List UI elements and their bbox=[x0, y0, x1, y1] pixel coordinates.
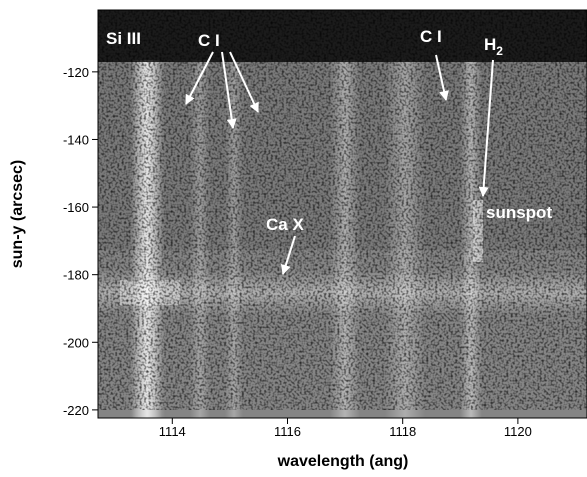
y-tick-label: -220 bbox=[63, 403, 89, 418]
y-tick-label: -120 bbox=[63, 65, 89, 80]
x-tick-label: 1120 bbox=[504, 424, 532, 439]
x-tick-label: 1116 bbox=[274, 424, 301, 439]
annotation: C I bbox=[420, 27, 442, 46]
annotation: Si III bbox=[106, 29, 141, 48]
y-tick-label: -180 bbox=[63, 268, 89, 283]
x-tick-label: 1114 bbox=[159, 424, 186, 439]
annotation: Ca X bbox=[266, 215, 304, 234]
y-axis-label: sun-y (arcsec) bbox=[9, 160, 26, 269]
annotation: C I bbox=[198, 31, 220, 50]
arrows bbox=[185, 51, 494, 275]
y-tick-label: -160 bbox=[63, 200, 89, 215]
y-tick-label: -200 bbox=[63, 335, 89, 350]
annotation-subscript: 2 bbox=[496, 44, 503, 58]
x-axis-label: wavelength (ang) bbox=[277, 453, 409, 470]
x-tick-label: 1118 bbox=[389, 424, 416, 439]
y-tick-label: -140 bbox=[63, 132, 89, 147]
plot-frame bbox=[97, 9, 587, 419]
spectral-image bbox=[98, 10, 587, 418]
annotation: sunspot bbox=[486, 203, 552, 222]
